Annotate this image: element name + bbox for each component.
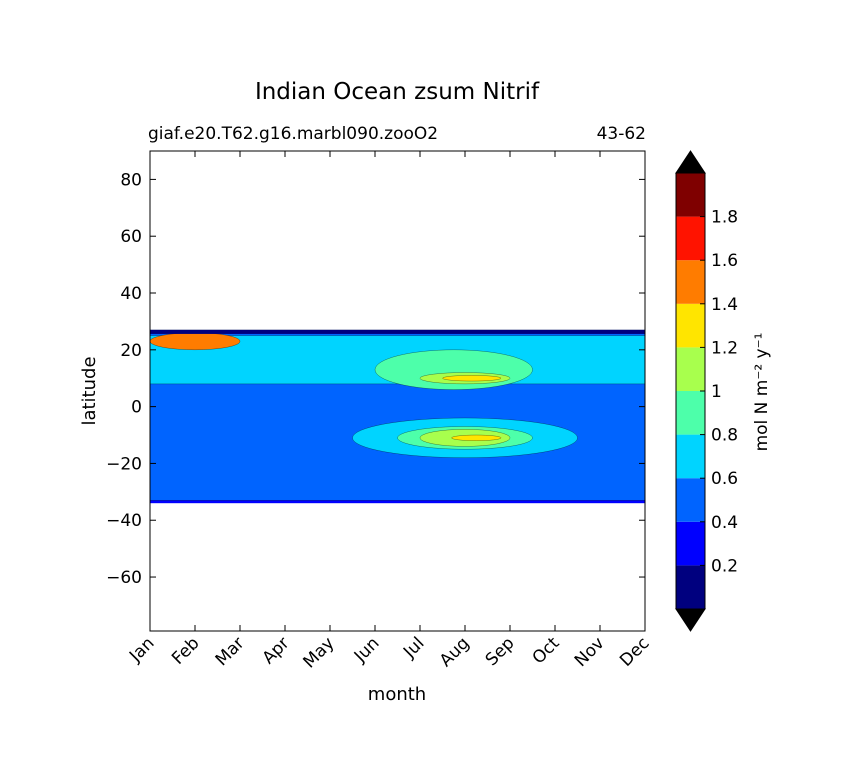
colorbar-tick-label: 1	[711, 382, 722, 402]
colorbar-segment	[676, 173, 705, 217]
colorbar-segment	[676, 347, 705, 391]
contour-band-top-edge	[150, 329, 645, 334]
x-tick-label: Dec	[616, 633, 653, 670]
colorbar-tick-label: 0.6	[711, 469, 738, 489]
y-tick-label: 80	[120, 170, 142, 190]
colorbar-tick-label: 1.6	[711, 251, 738, 271]
y-tick-label: 0	[131, 398, 142, 418]
colorbar-segment	[676, 478, 705, 522]
contour-region-9	[150, 332, 241, 351]
colorbar-segment	[676, 260, 705, 304]
colorbar-under-triangle	[675, 608, 706, 632]
x-axis-label: month	[368, 684, 426, 705]
y-tick-label: 20	[120, 341, 142, 361]
colorbar-tick-label: 1.2	[711, 338, 738, 358]
contour-region-8	[451, 434, 502, 441]
colorbar-tick-label: 1.4	[711, 295, 738, 315]
chart-title: Indian Ocean zsum Nitrif	[255, 79, 540, 105]
x-tick-label: Aug	[436, 633, 474, 671]
colorbar-tick-label: 0.8	[711, 426, 738, 446]
y-tick-label: −40	[106, 511, 142, 531]
colorbar-segment	[676, 521, 705, 566]
y-axis-label: latitude	[79, 356, 100, 425]
x-tick-label: Oct	[529, 633, 564, 668]
chart-subtitle-left: giaf.e20.T62.g16.marbl090.zooO2	[148, 124, 438, 144]
y-axis: 80 60 40 20 0 −20 −40 −60	[106, 170, 645, 588]
colorbar-over-triangle	[675, 150, 706, 174]
y-tick-label: 40	[120, 284, 142, 304]
x-tick-label: Apr	[259, 633, 294, 668]
colorbar-tick-label: 0.4	[711, 513, 738, 533]
y-tick-label: −60	[106, 568, 142, 588]
colorbar-segment	[676, 391, 705, 435]
colorbar-segment	[676, 303, 705, 348]
x-tick-label: Jan	[125, 633, 158, 666]
heatmap-plot-area: Jan Feb Mar Apr May Jun Jul Aug Sep Oct Nov Dec 80 6…	[106, 150, 654, 672]
colorbar-segment	[676, 434, 705, 479]
colorbar-segment	[676, 216, 705, 261]
x-tick-label: Nov	[571, 633, 609, 671]
colorbar-tick-label: 1.8	[711, 208, 738, 228]
colorbar-label: mol N m⁻² y⁻¹	[752, 333, 772, 452]
x-tick-label: Sep	[482, 633, 519, 670]
contour-region-5	[442, 375, 502, 382]
plot-frame	[149, 150, 646, 632]
y-tick-label: 60	[120, 227, 142, 247]
y-tick-label: −20	[106, 454, 142, 474]
colorbar: 0.2 0.4 0.6 0.8 1 1.2 1.4 1.6 1.8	[675, 150, 738, 632]
colorbar-tick-label: 0.2	[711, 556, 738, 576]
x-tick-label: Mar	[212, 633, 249, 670]
chart-subtitle-right: 43-62	[597, 124, 646, 144]
x-tick-label: Feb	[168, 633, 203, 668]
contour-layer	[150, 329, 645, 504]
x-tick-label: Jun	[350, 633, 384, 667]
colorbar-segment	[676, 565, 705, 609]
x-tick-label: Jul	[399, 633, 428, 662]
x-tick-label: May	[300, 633, 339, 672]
